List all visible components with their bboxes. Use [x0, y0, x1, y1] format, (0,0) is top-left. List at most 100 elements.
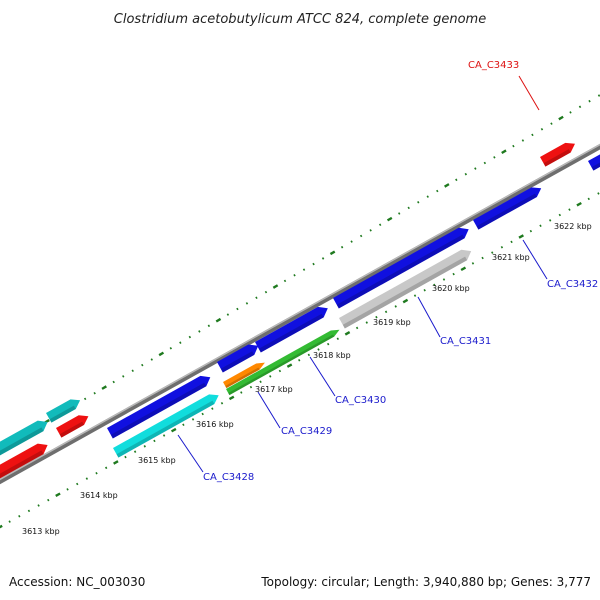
ruler-tick-upper [179, 341, 182, 344]
ruler-tick-lower [27, 509, 31, 513]
ruler-tick-upper [340, 245, 344, 249]
ruler-tick-lower [336, 337, 340, 340]
ruler-tick-lower [326, 342, 330, 346]
ruler-tick-lower [153, 439, 156, 443]
ruler-tick-lower [481, 256, 484, 260]
gene-arrow-ca-c3433[interactable] [540, 142, 575, 167]
ruler-tick-upper [131, 369, 134, 373]
ruler-tick-lower [66, 488, 69, 491]
ruler-tick-lower [211, 407, 214, 410]
ruler-tick-upper [493, 156, 496, 159]
tick-label: 3619 kbp [373, 318, 411, 327]
gene-arrow-ca-c3428[interactable] [113, 394, 219, 458]
gene-arrow-rna[interactable] [0, 443, 48, 479]
gene-arrow-shade [258, 313, 324, 353]
gene-arrow-shade [116, 400, 215, 458]
ruler-tick-lower [191, 418, 195, 421]
ruler-tick-upper [426, 195, 429, 198]
accession-text: Accession: NC_003030 [9, 575, 145, 589]
ruler-tick-lower [95, 471, 98, 475]
tick-label: 3616 kbp [196, 420, 234, 429]
ruler-tick-lower [423, 289, 426, 292]
gene-arrow-shade [543, 149, 571, 167]
gene-arrow-shade [225, 367, 260, 389]
leader-ca-c3428 [177, 434, 204, 473]
gene-label-ca-c3432[interactable]: CA_C3432 [547, 279, 598, 290]
ruler-tick-lower [375, 315, 378, 319]
ruler-tick-upper [215, 317, 222, 323]
ruler-tick-lower [558, 213, 561, 217]
ruler-tick-upper [578, 105, 582, 109]
ruler-tick-lower [76, 482, 79, 486]
ruler-tick-lower [460, 266, 467, 272]
ruler-tick-lower [510, 240, 513, 244]
ruler-tick-upper [83, 397, 87, 401]
gene-arrow-shade [220, 351, 255, 373]
ruler-tick-upper [329, 250, 336, 256]
ruler-tick-upper [150, 358, 153, 361]
gene-arrow-teal[interactable] [0, 420, 48, 456]
ruler-tick-lower [220, 402, 224, 405]
ruler-tick-upper [359, 234, 363, 238]
ruler-tick-upper [501, 149, 507, 155]
gene-arrow-shade [49, 405, 76, 423]
ruler-tick-lower [170, 427, 177, 433]
gene-arrow-shade [110, 382, 207, 439]
gene-label-ca-c3429[interactable]: CA_C3429 [281, 426, 332, 437]
ruler-tick-lower [384, 310, 388, 314]
gene-arrow-forward[interactable] [333, 227, 469, 309]
ruler-tick-lower [55, 492, 61, 497]
ruler-tick-lower [201, 412, 204, 416]
ruler-tick-lower [85, 477, 89, 480]
gene-label-ca-c3428[interactable]: CA_C3428 [203, 472, 254, 483]
tick-label: 3615 kbp [138, 456, 176, 465]
ruler-tick-upper [141, 363, 144, 367]
ruler-tick-upper [483, 161, 487, 165]
tick-label: 3617 kbp [255, 385, 293, 394]
gene-label-ca-c3430[interactable]: CA_C3430 [335, 395, 386, 406]
gene-arrow-ca-c3430[interactable] [226, 329, 340, 396]
ruler-tick-upper [436, 189, 439, 193]
ruler-tick-upper [540, 127, 544, 131]
gene-label-ca-c3431[interactable]: CA_C3431 [440, 336, 491, 347]
ruler-tick-lower [143, 445, 146, 448]
ruler-tick-upper [188, 335, 192, 339]
ruler-tick-lower [133, 450, 137, 453]
ruler-tick-upper [417, 201, 420, 204]
ruler-tick-lower [182, 423, 185, 427]
gene-arrow-teal[interactable] [46, 399, 81, 423]
ruler-tick-upper [407, 206, 410, 210]
gene-arrow-forward[interactable] [217, 344, 259, 373]
ruler-tick-upper [474, 167, 477, 170]
ruler-tick-lower [249, 385, 253, 389]
gene-arrow-orange[interactable] [223, 362, 265, 389]
ruler-tracks [0, 94, 600, 529]
gene-arrow-shade [476, 193, 537, 230]
ruler-tick-upper [588, 99, 591, 103]
ruler-tick-upper [386, 216, 393, 222]
gene-arrow-rna[interactable] [56, 415, 89, 438]
gene-arrow-forward[interactable] [255, 306, 328, 353]
ruler-tick-upper [312, 262, 315, 266]
gene-label-ca-c3433[interactable]: CA_C3433 [468, 60, 519, 71]
ruler-tick-upper [569, 111, 572, 114]
ruler-tick-upper [236, 307, 239, 311]
ruler-tick-lower [576, 201, 582, 207]
leader-ca-c3429 [257, 391, 281, 429]
gene-arrow-ca-c3428-forward[interactable] [107, 375, 211, 439]
gene-arrow-ca-c3432[interactable] [473, 187, 542, 230]
genome-summary-text: Topology: circular; Length: 3,940,880 bp… [260, 575, 591, 589]
ruler-tick-upper [112, 380, 115, 384]
ruler-tick-upper [255, 296, 258, 300]
ruler-tick-lower [124, 455, 127, 459]
ruler-tick-upper [369, 229, 372, 232]
ruler-tick-upper [521, 139, 525, 142]
gene-arrow-forward[interactable] [588, 154, 600, 171]
gene-arrow-shade [591, 162, 600, 171]
tick-label: 3613 kbp [22, 527, 60, 536]
gene-arrow-ca-c3431[interactable] [339, 249, 472, 329]
gene-arrow-shade [228, 334, 335, 396]
ruler-tick-lower [18, 514, 21, 518]
ruler-tick-upper [398, 212, 401, 215]
ruler-tick-lower [104, 466, 108, 470]
